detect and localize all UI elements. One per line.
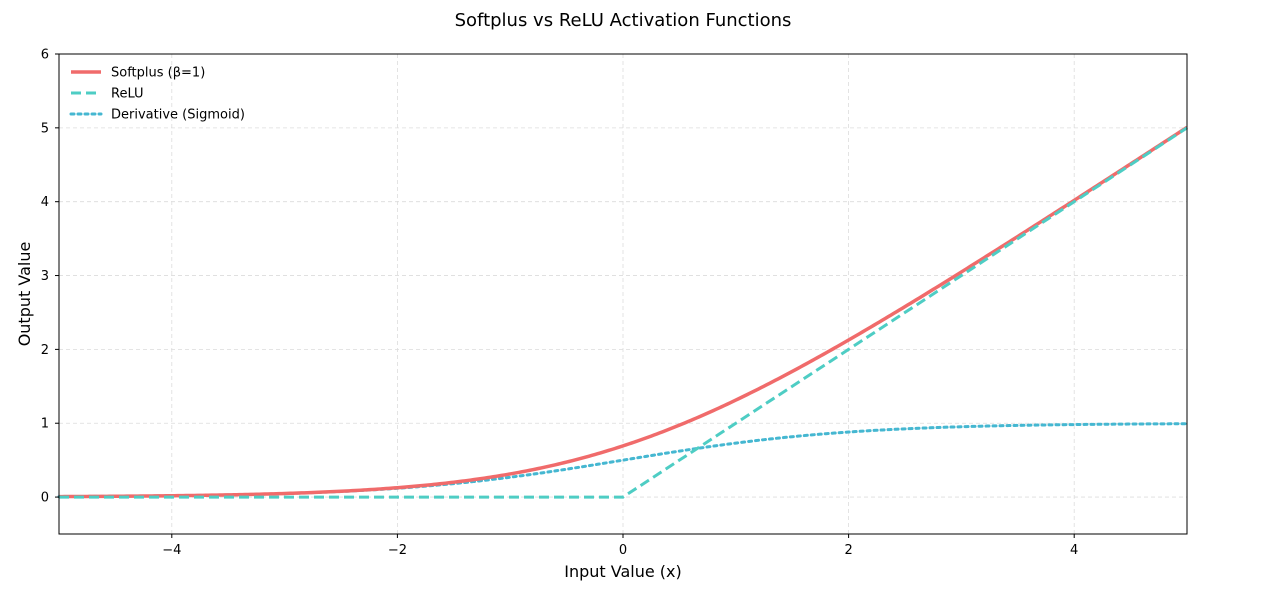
legend: Softplus (β=1) ReLU Derivative (Sigmoid)	[69, 66, 245, 123]
x-tick-label: −4	[162, 543, 181, 558]
y-tick-label: 2	[41, 343, 49, 358]
y-tick-label: 6	[41, 48, 49, 63]
y-tick-label: 0	[41, 491, 49, 506]
plot-area	[57, 125, 1189, 499]
x-tick-label: 4	[1070, 543, 1078, 558]
y-axis-ticks: 0 1 2 3 4 5 6	[41, 48, 59, 506]
x-axis-label: Input Value (x)	[564, 562, 682, 581]
y-tick-label: 4	[41, 195, 49, 210]
legend-label: Derivative (Sigmoid)	[111, 108, 245, 123]
legend-label: Softplus (β=1)	[111, 66, 205, 81]
x-tick-label: 0	[619, 543, 627, 558]
y-tick-label: 5	[41, 121, 49, 136]
chart-title: Softplus vs ReLU Activation Functions	[455, 10, 792, 31]
x-tick-label: 2	[844, 543, 852, 558]
grid	[59, 53, 1187, 534]
series-line-softplus	[58, 125, 1188, 499]
y-tick-label: 3	[41, 269, 49, 284]
x-tick-label: −2	[388, 543, 407, 558]
y-axis-label: Output Value	[15, 242, 34, 347]
series-line-relu	[59, 126, 1188, 499]
y-tick-label: 1	[41, 417, 49, 432]
legend-label: ReLU	[111, 87, 144, 102]
x-axis-ticks: −4 −2 0 2 4	[162, 534, 1078, 558]
